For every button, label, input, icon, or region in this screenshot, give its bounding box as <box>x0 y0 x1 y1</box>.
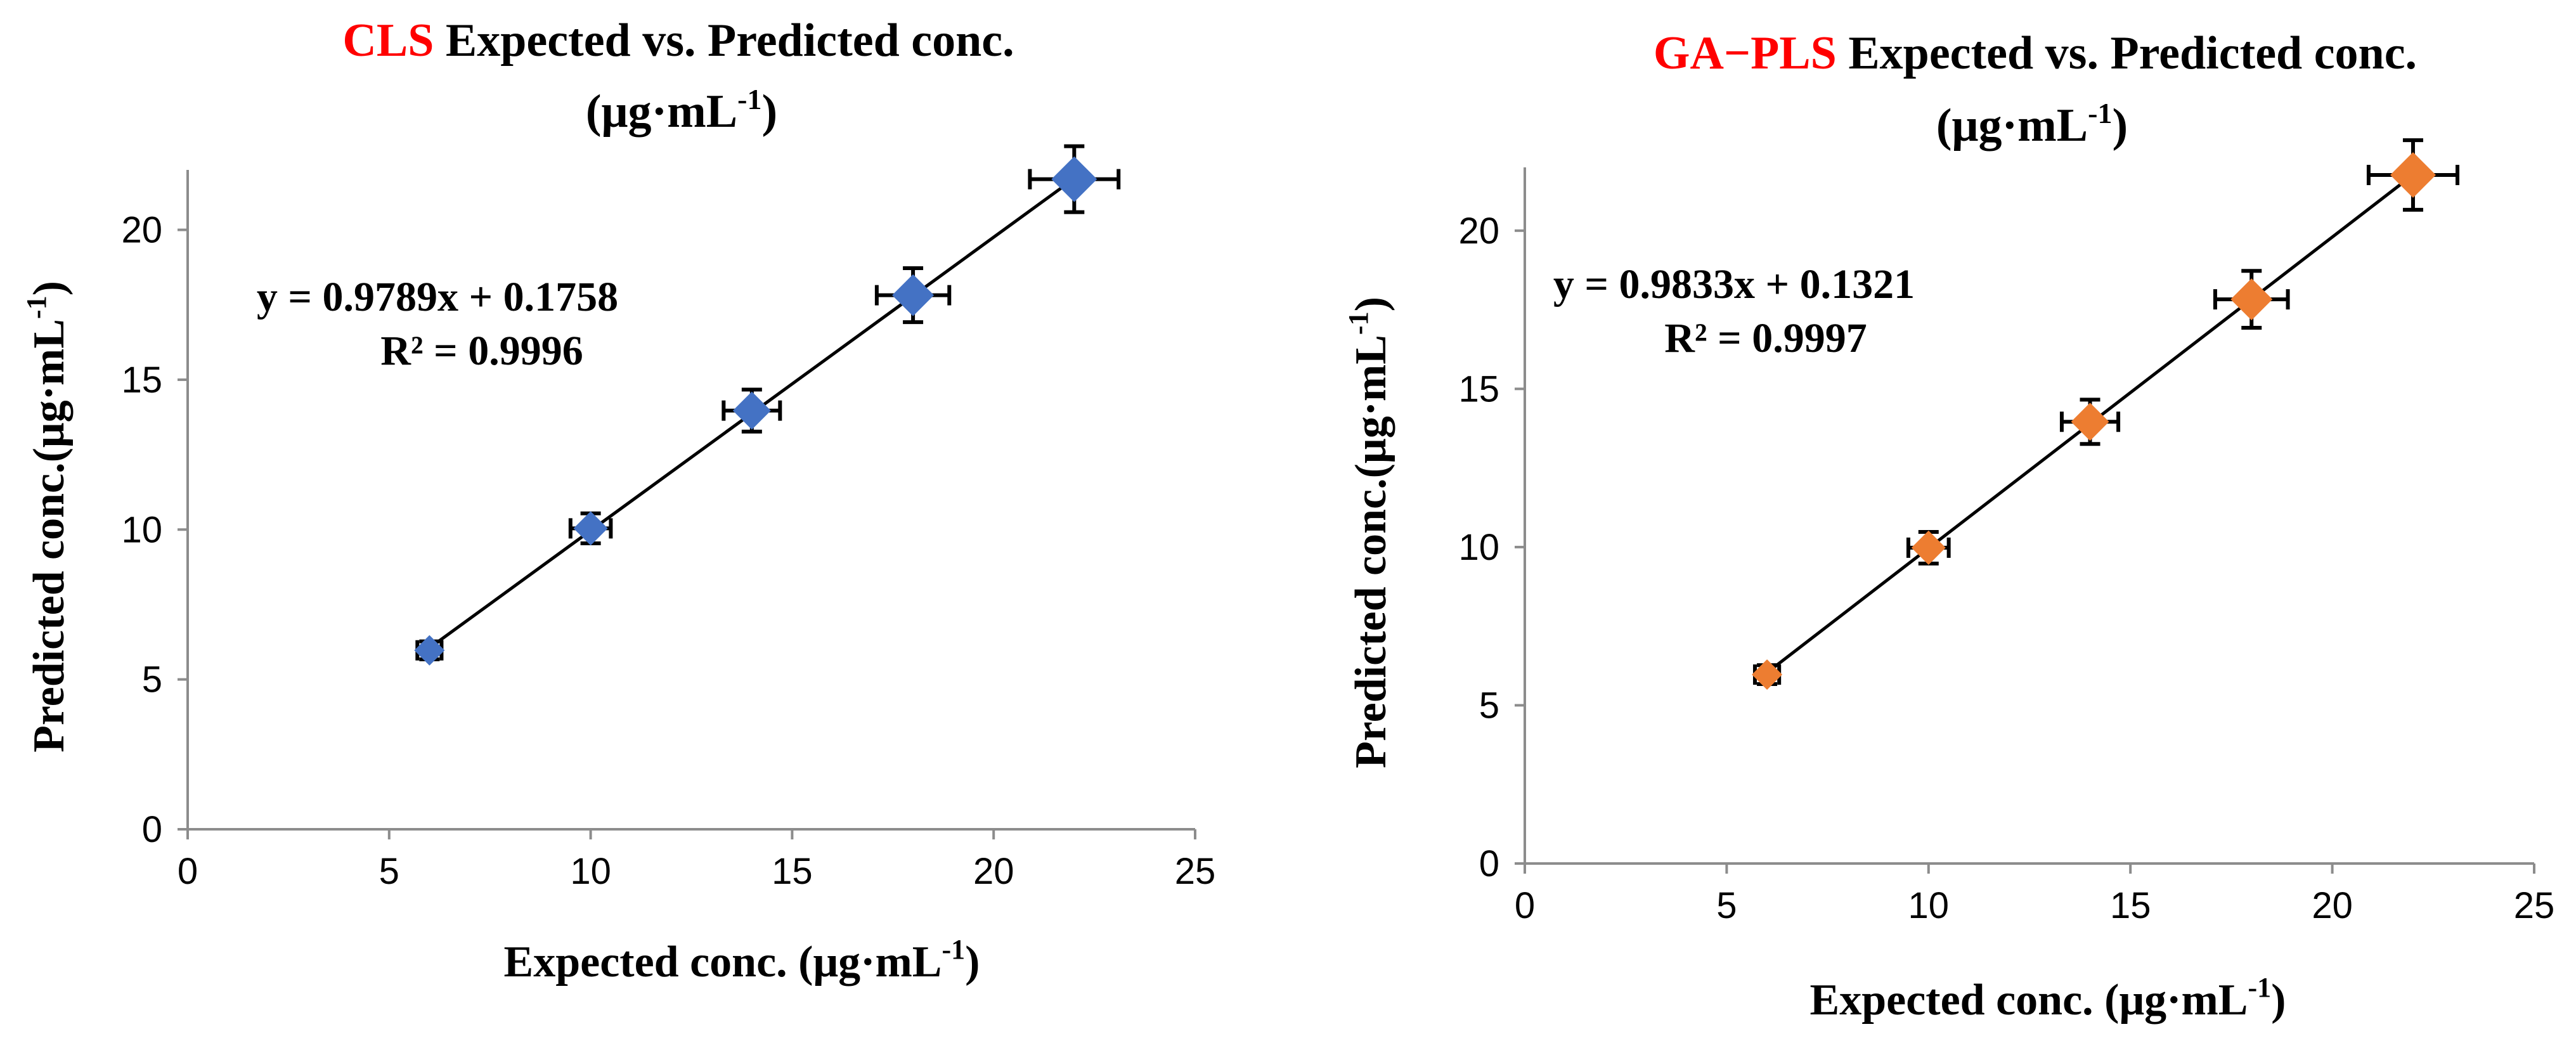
x-tick-label: 15 <box>772 851 813 892</box>
y-tick-label: 10 <box>121 509 162 550</box>
chart-ga-pls: GA−PLS Expected vs. Predicted conc. (μg·… <box>1306 0 2576 1048</box>
chart-title-line2: (μg·mL-1) <box>586 83 777 138</box>
tick-group: 0 5 10 15 20 25 0 5 10 15 20 <box>1458 210 2554 926</box>
y-tick-label: 15 <box>1458 368 1499 410</box>
tick-group: 0 5 10 15 20 25 0 5 10 15 20 <box>121 210 1215 892</box>
chart-cls-svg: CLS Expected vs. Predicted conc. (μg·mL-… <box>21 15 1215 987</box>
x-tick-label: 0 <box>178 851 198 892</box>
data-point-marker <box>573 511 608 546</box>
x-tick-label: 10 <box>1908 885 1950 926</box>
y-tick-label: 5 <box>1479 685 1499 726</box>
y-tick-label: 15 <box>121 359 162 401</box>
chart-ga-pls-svg: GA−PLS Expected vs. Predicted conc. (μg·… <box>1343 27 2554 1025</box>
y-tick-label: 0 <box>142 809 162 850</box>
chart-title-rest: Expected vs. Predicted conc. <box>434 15 1014 67</box>
chart-title-accent: GA−PLS <box>1654 27 1837 79</box>
data-point-marker <box>2390 152 2436 198</box>
x-tick-label: 20 <box>973 851 1014 892</box>
x-tick-label: 25 <box>2514 885 2555 926</box>
x-tick-label: 10 <box>570 851 611 892</box>
data-point-marker <box>892 274 935 316</box>
chart-title-line1: GA−PLS Expected vs. Predicted conc. <box>1654 27 2417 79</box>
trend-equation: y = 0.9833x + 0.1321 <box>1553 261 1915 307</box>
y-tick-label: 0 <box>1479 843 1499 884</box>
chart-cls: CLS Expected vs. Predicted conc. (μg·mL-… <box>0 0 1268 1048</box>
y-axis-label: Predicted conc.(μg·mL-1) <box>21 281 74 753</box>
data-point-marker <box>732 391 771 430</box>
x-tick-label: 0 <box>1515 885 1535 926</box>
y-tick-label: 10 <box>1458 527 1499 568</box>
y-tick-label: 5 <box>142 659 162 701</box>
x-tick-label: 5 <box>1716 885 1737 926</box>
r-squared-label: R² = 0.9996 <box>380 328 583 374</box>
y-axis-label: Predicted conc.(μg·mL-1) <box>1343 297 1395 768</box>
chart-title-accent: CLS <box>342 15 434 67</box>
chart-title-line2: (μg·mL-1) <box>1936 97 2128 152</box>
data-markers <box>1752 152 2436 690</box>
x-tick-label: 20 <box>2312 885 2353 926</box>
x-axis-label: Expected conc. (μg·mL-1) <box>504 934 980 987</box>
data-point-marker <box>2071 403 2109 441</box>
x-tick-label: 5 <box>379 851 399 892</box>
r-squared-label: R² = 0.9997 <box>1664 315 1867 361</box>
y-tick-label: 20 <box>121 210 162 251</box>
data-point-marker <box>1051 156 1097 202</box>
data-markers <box>414 156 1097 666</box>
data-point-marker <box>414 635 445 666</box>
x-tick-label: 25 <box>1175 851 1216 892</box>
data-point-marker <box>1911 530 1946 565</box>
x-axis-label: Expected conc. (μg·mL-1) <box>1810 972 2286 1025</box>
x-tick-label: 15 <box>2110 885 2151 926</box>
data-point-marker <box>1752 659 1783 690</box>
data-point-marker <box>2230 278 2273 321</box>
y-tick-label: 20 <box>1458 210 1499 252</box>
chart-title-rest: Expected vs. Predicted conc. <box>1837 27 2417 79</box>
chart-title-line1: CLS Expected vs. Predicted conc. <box>342 15 1014 67</box>
trend-equation: y = 0.9789x + 0.1758 <box>257 274 618 320</box>
